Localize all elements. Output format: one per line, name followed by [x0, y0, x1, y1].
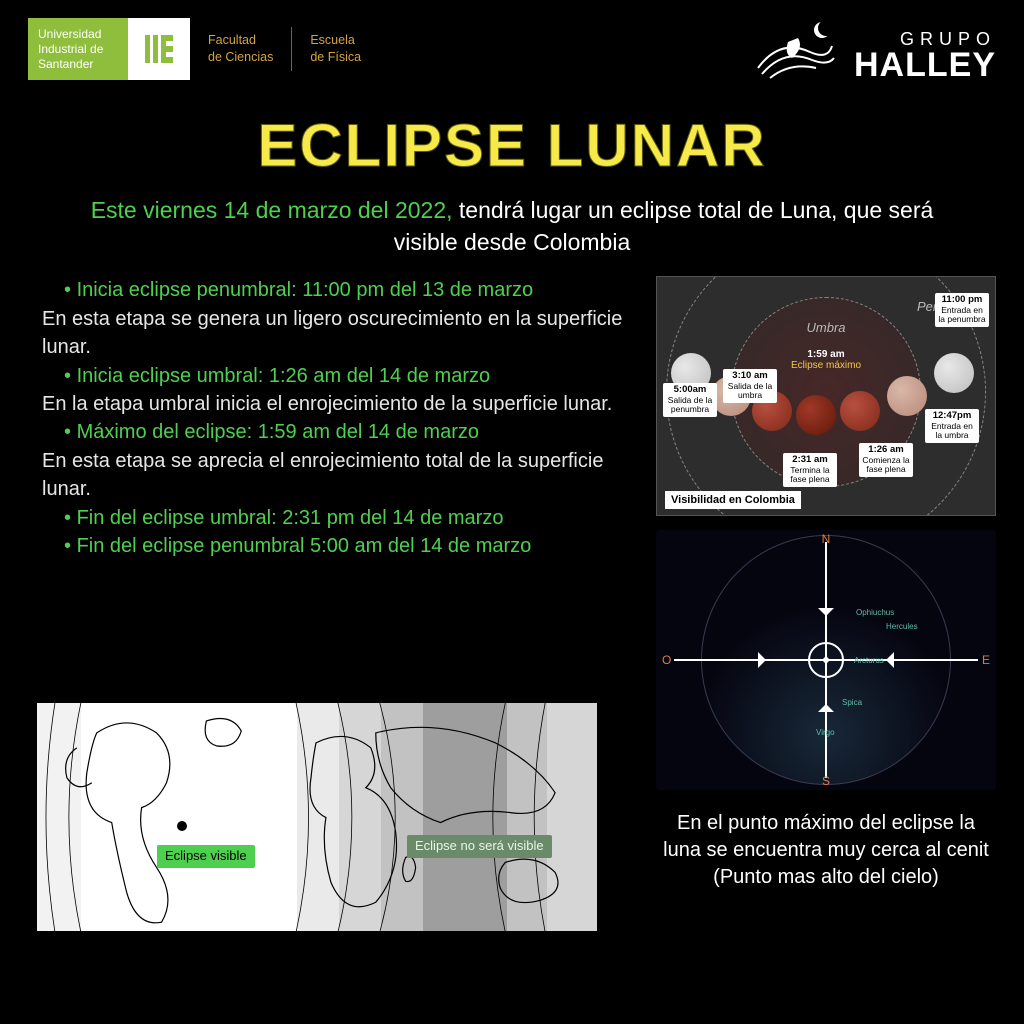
phase-tag: 5:00amSalida de la penumbra	[663, 383, 717, 416]
map-notvisible-label: Eclipse no será visible	[407, 835, 552, 858]
faculty-block: Facultad de Ciencias Escuela de Física	[208, 27, 361, 71]
faculty-line1: Facultad	[208, 32, 273, 49]
eclipse-max-label: 1:59 am Eclipse máximo	[791, 349, 861, 372]
phase-tag: 3:10 amSalida de la umbra	[723, 369, 777, 402]
uis-logo-icon	[128, 18, 190, 80]
moon-phase-icon	[840, 391, 880, 431]
halley-logo-icon	[750, 18, 840, 93]
cardinal-s: S	[822, 774, 830, 788]
event-desc: En la etapa umbral inicia el enrojecimie…	[42, 390, 640, 418]
diagrams-column: Umbra Penumbra 1:59 am Eclipse máximo 11…	[656, 276, 996, 891]
moon-phase-icon	[887, 376, 927, 416]
arrow-n-icon	[818, 608, 834, 624]
event-title: Inicia eclipse penumbral: 11:00 pm del 1…	[42, 276, 640, 304]
uis-block: Universidad Industrial de Santander	[28, 18, 190, 80]
uis-line3: Santander	[38, 57, 118, 72]
school-line1: Escuela	[310, 32, 361, 49]
map-visible-label: Eclipse visible	[157, 845, 255, 868]
moon-phase-icon	[796, 395, 836, 435]
halley-text: GRUPO HALLEY	[854, 30, 996, 82]
faculty-line2: de Ciencias	[208, 49, 273, 66]
uis-line2: Industrial de	[38, 42, 118, 57]
page-title: ECLIPSE LUNAR	[0, 111, 1024, 180]
moon-dot-icon	[823, 657, 829, 663]
star-label: Virgo	[816, 728, 835, 737]
colombia-dot-icon	[177, 821, 187, 831]
visibility-caption: Visibilidad en Colombia	[665, 491, 801, 509]
arrow-s-icon	[818, 696, 834, 712]
star-label: Arcturus	[854, 656, 884, 665]
continents-icon	[37, 703, 595, 932]
subtitle: Este viernes 14 de marzo del 2022, tendr…	[0, 194, 1024, 258]
event-title: Máximo del eclipse: 1:59 am del 14 de ma…	[42, 418, 640, 446]
grupo-label: GRUPO	[854, 30, 996, 48]
moon-phase-icon	[934, 353, 974, 393]
divider-icon	[291, 27, 292, 71]
eclipse-max-text: Eclipse máximo	[791, 360, 861, 371]
world-map: Eclipse visible Eclipse no será visible	[36, 702, 596, 932]
star-label: Hercules	[886, 622, 918, 631]
zenith-caption: En el punto máximo del eclipse la luna s…	[656, 810, 996, 891]
school-col: Escuela de Física	[310, 32, 361, 66]
school-line2: de Física	[310, 49, 361, 66]
eclipse-max-time: 1:59 am	[791, 349, 861, 361]
phase-tag: 11:00 pmEntrada en la penumbra	[935, 293, 989, 326]
star-label: Ophiuchus	[856, 608, 894, 617]
event-title: Fin del eclipse penumbral 5:00 am del 14…	[42, 532, 640, 560]
phase-diagram: Umbra Penumbra 1:59 am Eclipse máximo 11…	[656, 276, 996, 516]
uis-line1: Universidad	[38, 27, 118, 42]
faculty-col: Facultad de Ciencias	[208, 32, 273, 66]
event-title: Inicia eclipse umbral: 1:26 am del 14 de…	[42, 362, 640, 390]
header-left: Universidad Industrial de Santander Facu…	[28, 18, 361, 80]
phase-tag: 12:47pmEntrada en la umbra	[925, 409, 979, 442]
subtitle-rest: tendrá lugar un eclipse total de Luna, q…	[394, 197, 934, 255]
arrow-w-icon	[758, 652, 774, 668]
event-desc: En esta etapa se genera un ligero oscure…	[42, 305, 640, 362]
subtitle-highlight: Este viernes 14 de marzo del 2022,	[91, 197, 453, 223]
header-right: GRUPO HALLEY	[750, 18, 996, 93]
uis-text: Universidad Industrial de Santander	[28, 18, 128, 80]
cardinal-w: O	[662, 653, 671, 667]
phase-tag: 2:31 amTermina la fase plena	[783, 453, 837, 486]
star-label: Spica	[842, 698, 862, 707]
event-title: Fin del eclipse umbral: 2:31 pm del 14 d…	[42, 504, 640, 532]
header: Universidad Industrial de Santander Facu…	[0, 0, 1024, 93]
cardinal-n: N	[822, 532, 831, 546]
cardinal-e: E	[982, 653, 990, 667]
phase-tag: 1:26 amComienza la fase plena	[859, 443, 913, 476]
event-desc: En esta etapa se aprecia el enrojecimien…	[42, 447, 640, 504]
umbra-label: Umbra	[806, 320, 845, 335]
halley-label: HALLEY	[854, 48, 996, 82]
sky-diagram: N S E O Ophiuchus Hercules Arcturus Spica Vi…	[656, 530, 996, 790]
